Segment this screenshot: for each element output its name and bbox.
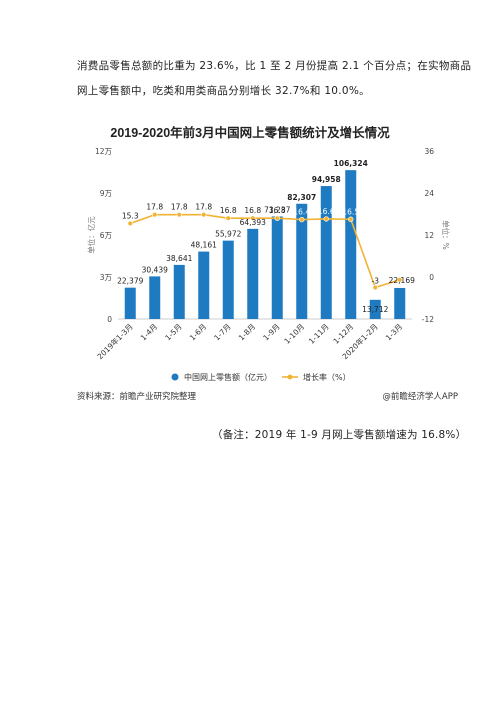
y-right-tick-label: 0 bbox=[429, 273, 434, 282]
bar-value-label: 64,393 bbox=[240, 218, 266, 227]
publisher-credit: @前瞻经济学人APP bbox=[382, 392, 458, 402]
bar bbox=[320, 186, 332, 319]
category-label: 1-5月 bbox=[163, 322, 183, 342]
bar bbox=[198, 251, 210, 319]
legend-line-marker bbox=[287, 374, 293, 380]
y-left-tick-label: 12万 bbox=[95, 147, 113, 156]
y-left-tick-label: 3万 bbox=[100, 273, 113, 282]
y-left-tick-label: 6万 bbox=[100, 231, 113, 240]
growth-label: 16.6 bbox=[318, 207, 335, 216]
y-right-tick-label: -12 bbox=[422, 315, 434, 324]
bar bbox=[222, 240, 234, 319]
y-right-tick-label: 12 bbox=[424, 231, 434, 240]
category-label: 1-10月 bbox=[282, 322, 306, 346]
bar-value-label: 106,324 bbox=[334, 159, 368, 168]
legend-line-label: 增长率（%） bbox=[303, 372, 351, 382]
category-label: 1-11月 bbox=[307, 322, 331, 346]
growth-point bbox=[127, 220, 133, 227]
growth-point bbox=[372, 284, 378, 291]
growth-label: 17.8 bbox=[171, 203, 188, 212]
growth-point bbox=[250, 215, 256, 221]
body-paragraph-line-2: 网上零售额中，吃类和用类商品分别增长 32.7%和 10.0%。 bbox=[77, 85, 370, 97]
bar bbox=[124, 287, 136, 319]
growth-point bbox=[348, 216, 354, 222]
category-label: 1-7月 bbox=[212, 322, 232, 342]
y-left-axis-label: 单位：亿元 bbox=[86, 216, 96, 254]
bar-value-label: 38,641 bbox=[166, 254, 192, 263]
growth-label: 17.8 bbox=[146, 203, 163, 212]
category-label: 2019年1-3月 bbox=[95, 321, 135, 361]
bar-value-label: 55,972 bbox=[215, 230, 241, 239]
y-right-tick-label: 36 bbox=[424, 147, 434, 156]
growth-label: 16.8 bbox=[220, 206, 237, 215]
bar-value-label: 30,439 bbox=[142, 265, 168, 274]
category-label: 1-3月 bbox=[384, 322, 404, 342]
growth-label: 16.4 bbox=[293, 208, 310, 217]
bar bbox=[296, 203, 308, 319]
category-label: 1-6月 bbox=[188, 322, 208, 342]
growth-label: 15.3 bbox=[122, 211, 139, 220]
y-left-tick-label: 9万 bbox=[100, 189, 113, 198]
source-credit: 资料来源：前瞻产业研究院整理 bbox=[77, 392, 197, 402]
y-right-axis-label: 单位：% bbox=[441, 220, 451, 250]
growth-point bbox=[225, 215, 231, 221]
growth-point bbox=[323, 216, 329, 222]
category-label: 1-9月 bbox=[261, 322, 281, 342]
bar bbox=[369, 299, 381, 319]
bar bbox=[271, 216, 283, 319]
category-label: 1-8月 bbox=[237, 322, 257, 342]
growth-label: 16.8 bbox=[269, 206, 286, 215]
growth-point bbox=[201, 212, 207, 218]
growth-point bbox=[274, 215, 280, 221]
growth-label: 16.5 bbox=[342, 207, 359, 216]
legend-bar-label: 中国网上零售额（亿元） bbox=[184, 372, 272, 382]
growth-label: 17.8 bbox=[195, 203, 212, 212]
y-right-tick-label: 24 bbox=[424, 189, 434, 198]
growth-point bbox=[397, 277, 403, 283]
legend-bar-swatch bbox=[171, 373, 179, 381]
growth-point bbox=[152, 212, 158, 218]
bar bbox=[173, 264, 185, 319]
bar-value-label: 73,237 bbox=[264, 205, 290, 214]
body-paragraph-line-1: 消费品零售总额的比重为 23.6%，比 1 至 2 月份提高 2.1 个百分点；… bbox=[77, 60, 472, 72]
bar bbox=[345, 170, 357, 319]
category-label: 1-4月 bbox=[139, 322, 159, 342]
category-label: 1-12月 bbox=[331, 322, 355, 346]
bar-value-label: 94,958 bbox=[312, 175, 341, 184]
bar-value-label: 13,712 bbox=[362, 305, 388, 314]
growth-point bbox=[299, 216, 305, 223]
chart-title: 2019-2020年前3月中国网上零售额统计及增长情况 bbox=[110, 126, 390, 140]
bar-value-label: 82,307 bbox=[287, 193, 316, 202]
bar bbox=[247, 228, 259, 319]
bar-value-label: 48,161 bbox=[191, 241, 217, 250]
bar-value-label: 22,169 bbox=[389, 276, 415, 285]
growth-point bbox=[176, 212, 182, 218]
bar bbox=[149, 276, 161, 319]
bar bbox=[394, 287, 406, 319]
growth-label: -3 bbox=[372, 277, 380, 286]
growth-line bbox=[129, 213, 400, 289]
footnote: （备注：2019 年 1-9 月网上零售额增速为 16.8%） bbox=[212, 429, 467, 441]
bar-value-label: 22,379 bbox=[117, 277, 143, 286]
growth-label: 16.8 bbox=[244, 206, 261, 215]
y-left-tick-label: 0 bbox=[107, 315, 112, 324]
